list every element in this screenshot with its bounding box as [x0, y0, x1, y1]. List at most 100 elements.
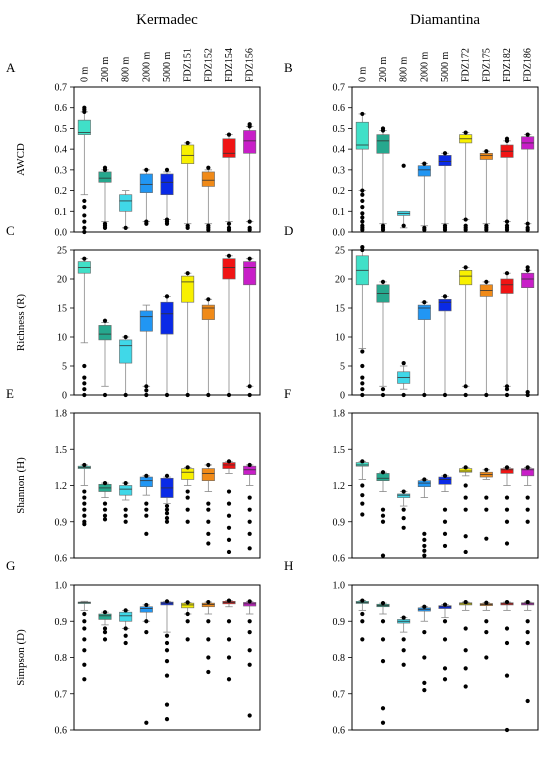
- outlier-point: [123, 626, 128, 631]
- outlier-point: [360, 223, 365, 228]
- plot-frame: [73, 249, 261, 396]
- outlier-point: [422, 300, 427, 305]
- y-tick-label: 25: [57, 246, 67, 257]
- plot-frame: [73, 412, 261, 559]
- outlier-point: [226, 525, 232, 530]
- outlier-point: [185, 519, 190, 524]
- outlier-point: [422, 655, 427, 660]
- outlier-point: [401, 223, 406, 228]
- outlier-point: [401, 516, 406, 521]
- outlier-point: [164, 473, 170, 478]
- y-tick-label: 0.1: [55, 207, 68, 218]
- box-iqr: [459, 269, 473, 286]
- outlier-point: [360, 219, 365, 224]
- y-tick-label: 0.9: [55, 617, 68, 628]
- plot-frame: [73, 584, 261, 731]
- outlier-point: [401, 525, 406, 530]
- outlier-point: [164, 503, 170, 509]
- box-iqr: [160, 173, 174, 196]
- outlier-point: [360, 637, 365, 642]
- panel-label-D: D: [284, 223, 293, 238]
- box-iqr: [500, 278, 514, 294]
- outlier-point: [164, 702, 170, 707]
- y-tick-label: 0.1: [333, 207, 346, 218]
- outlier-point: [504, 223, 510, 228]
- y-tick-label: 0.6: [55, 726, 68, 737]
- panel-label-H: H: [284, 558, 293, 573]
- outlier-point: [380, 706, 386, 711]
- outlier-point: [226, 598, 232, 603]
- outlier-point: [144, 473, 149, 478]
- outlier-point: [525, 132, 530, 137]
- outlier-point: [206, 462, 211, 468]
- outlier-point: [380, 601, 386, 606]
- outlier-point: [144, 619, 149, 624]
- box-iqr: [181, 144, 195, 164]
- y-tick-label: 10: [57, 333, 67, 344]
- outlier-point: [380, 470, 386, 475]
- category-label: FDZ182: [502, 48, 513, 82]
- outlier-point: [206, 655, 211, 660]
- outlier-point: [360, 363, 365, 369]
- outlier-point: [206, 223, 211, 228]
- y-tick-label: 20: [57, 275, 67, 286]
- outlier-point: [247, 384, 252, 389]
- y-tick-label: 15: [57, 304, 67, 315]
- outlier-point: [226, 549, 232, 555]
- outlier-point: [442, 473, 448, 478]
- category-label: 2000 m: [141, 52, 152, 83]
- outlier-point: [504, 519, 510, 524]
- outlier-point: [123, 480, 128, 486]
- outlier-point: [226, 132, 232, 137]
- outlier-point: [82, 205, 87, 210]
- category-label: 2000 m: [419, 52, 430, 83]
- outlier-point: [463, 384, 468, 389]
- outlier-point: [82, 677, 87, 682]
- outlier-point: [504, 640, 510, 646]
- box-iqr: [438, 298, 452, 312]
- outlier-point: [422, 537, 427, 542]
- outlier-point: [82, 381, 87, 386]
- outlier-point: [442, 677, 448, 682]
- y-tick-label: 0.7: [333, 83, 346, 94]
- outlier-point: [247, 531, 252, 536]
- y-tick-label: 0.3: [333, 165, 346, 176]
- outlier-point: [380, 279, 386, 284]
- panel-label-E: E: [6, 386, 14, 401]
- outlier-point: [164, 294, 170, 299]
- outlier-point: [82, 213, 87, 218]
- outlier-point: [422, 543, 427, 549]
- outlier-point: [144, 219, 149, 224]
- outlier-point: [247, 256, 252, 261]
- outlier-point: [206, 541, 211, 546]
- outlier-point: [226, 677, 232, 682]
- outlier-point: [525, 619, 530, 624]
- outlier-point: [144, 630, 149, 635]
- outlier-point: [525, 507, 530, 512]
- outlier-point: [504, 507, 510, 512]
- panel-label-F: F: [284, 386, 291, 401]
- y-tick-label: 0.5: [333, 124, 346, 135]
- y-tick-label: 0.0: [55, 228, 68, 239]
- box-iqr: [222, 138, 236, 158]
- y-tick-label: 0.4: [333, 145, 346, 156]
- outlier-point: [504, 271, 510, 276]
- outlier-point: [525, 519, 530, 524]
- outlier-point: [206, 507, 211, 512]
- outlier-point: [102, 610, 108, 615]
- outlier-point: [401, 648, 406, 653]
- outlier-point: [463, 130, 468, 135]
- outlier-point: [525, 640, 530, 646]
- box-iqr: [397, 493, 411, 498]
- plot-frame: [351, 249, 539, 396]
- box-iqr: [139, 606, 153, 613]
- outlier-point: [484, 467, 489, 472]
- outlier-point: [360, 619, 365, 624]
- outlier-point: [422, 604, 427, 609]
- outlier-point: [185, 223, 190, 228]
- outlier-point: [123, 334, 128, 340]
- outlier-point: [226, 489, 232, 494]
- outlier-point: [380, 659, 386, 664]
- outlier-point: [164, 673, 170, 678]
